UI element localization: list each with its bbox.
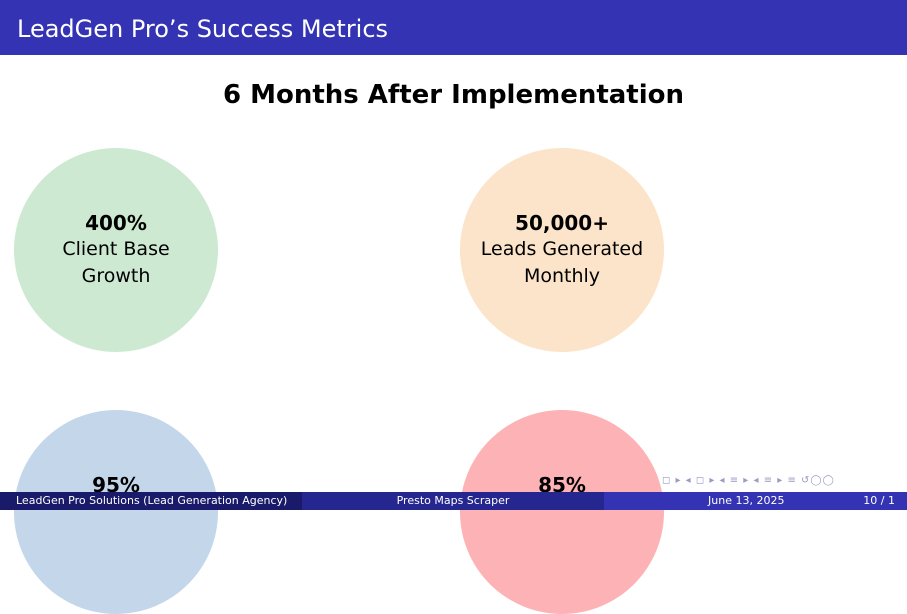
metric-circle-leads-generated: 50,000+ Leads Generated Monthly <box>460 148 664 352</box>
footer-right: June 13, 2025 10 / 1 <box>604 492 907 510</box>
metric-circle-client-growth: 400% Client Base Growth <box>14 148 218 352</box>
metric-value: 400% <box>85 211 147 235</box>
slide-header: LeadGen Pro’s Success Metrics <box>0 0 907 55</box>
slide-navigation-icons[interactable]: ◻ ▸ ◂ ◻ ▸ ◂ ≡ ▸ ◂ ≡ ▸ ≡ ↺◯◯ <box>662 475 835 486</box>
footer-page-number: 10 / 1 <box>863 494 895 507</box>
metric-label: Growth <box>81 265 151 287</box>
slide-title: LeadGen Pro’s Success Metrics <box>17 15 389 43</box>
footer-date: June 13, 2025 <box>708 494 785 507</box>
slide-subtitle: 6 Months After Implementation <box>222 80 685 110</box>
footer-author: LeadGen Pro Solutions (Lead Generation A… <box>0 492 302 510</box>
metric-label: Client Base <box>62 238 170 260</box>
metric-value: 50,000+ <box>515 211 609 235</box>
metric-circle-third: 95% <box>14 410 218 614</box>
slide-footer: LeadGen Pro Solutions (Lead Generation A… <box>0 492 907 510</box>
footer-title: Presto Maps Scraper <box>302 492 604 510</box>
metric-circle-fourth: 85% <box>460 410 664 614</box>
metric-label: Leads Generated <box>480 238 644 260</box>
metric-label: Monthly <box>523 265 601 287</box>
